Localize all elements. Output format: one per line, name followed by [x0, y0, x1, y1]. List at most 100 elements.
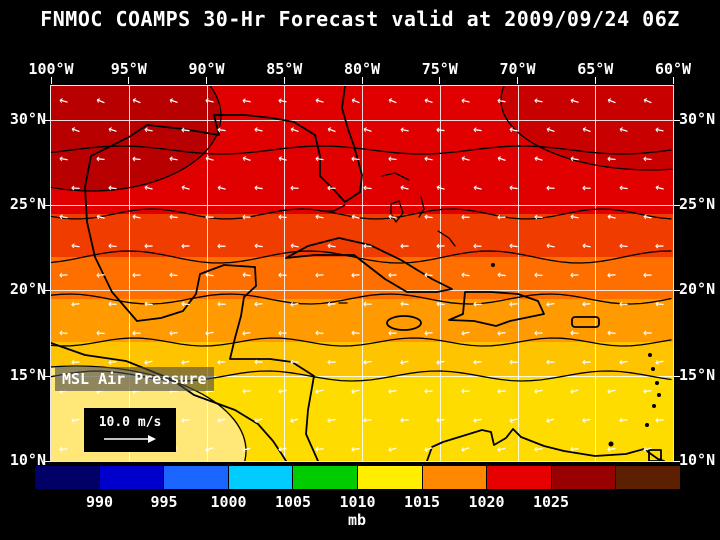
colorbar-tick-label: 990: [85, 493, 114, 511]
wind-scale-arrow-icon: [104, 435, 156, 443]
wind-arrow-icon: →: [167, 266, 179, 286]
wind-arrow-icon: →: [617, 353, 629, 373]
wind-arrow-icon: →: [532, 382, 545, 402]
gridline: [439, 86, 441, 461]
wind-arrow-icon: →: [580, 237, 593, 257]
field-label: MSL Air Pressure: [55, 367, 214, 391]
gridline: [595, 86, 597, 461]
lon-axis-tick: [361, 77, 363, 84]
wind-arrow-icon: →: [641, 382, 654, 402]
wind-arrow-icon: →: [165, 91, 181, 112]
wind-arrow-icon: →: [203, 266, 216, 286]
wind-arrow-icon: →: [362, 411, 373, 431]
wind-arrow-icon: →: [435, 411, 446, 431]
wind-arrow-icon: →: [128, 91, 144, 113]
coastline-bahamas: [381, 172, 410, 181]
lon-axis-tick: [206, 77, 207, 84]
wind-arrow-icon: →: [653, 121, 666, 141]
wind-arrow-icon: →: [178, 179, 192, 199]
wind-arrow-icon: →: [238, 150, 253, 170]
wind-arrow-icon: →: [276, 92, 289, 112]
wind-arrow-icon: →: [581, 295, 592, 315]
wind-arrow-icon: →: [618, 295, 628, 315]
wind-arrow-icon: →: [349, 382, 363, 402]
wind-arrow-icon: →: [94, 266, 106, 286]
wind-arrow-icon: →: [507, 237, 520, 257]
wind-arrow-icon: →: [421, 91, 436, 112]
wind-arrow-icon: →: [287, 411, 302, 431]
wind-arrow-icon: →: [653, 353, 666, 373]
wind-arrow-icon: →: [240, 324, 252, 344]
colorbar-tick-label: 1025: [532, 493, 570, 511]
lat-axis-tick: [674, 461, 680, 462]
wind-arrow-icon: →: [384, 91, 400, 113]
wind-arrow-icon: →: [543, 237, 557, 257]
wind-arrow-icon: →: [204, 208, 215, 228]
wind-arrow-icon: →: [312, 92, 326, 112]
wind-arrow-icon: →: [215, 411, 228, 431]
wind-arrow-icon: →: [531, 150, 545, 170]
wind-arrow-icon: →: [94, 150, 106, 170]
wind-arrow-icon: →: [69, 237, 82, 257]
wind-arrow-icon: →: [603, 91, 619, 112]
lat-axis-label: 30°N: [9, 110, 46, 128]
page-title: FNMOC COAMPS 30-Hr Forecast valid at 200…: [40, 7, 680, 31]
wind-arrow-icon: →: [251, 121, 265, 141]
wind-arrow-icon: →: [313, 150, 325, 170]
wind-arrow-icon: →: [387, 266, 397, 286]
wind-arrow-icon: →: [508, 353, 519, 373]
wind-arrow-icon: →: [423, 324, 435, 344]
wind-arrow-icon: →: [179, 411, 191, 431]
wind-arrow-icon: →: [422, 150, 435, 170]
wind-arrow-icon: →: [241, 209, 251, 227]
coastline-pacific: [51, 342, 287, 461]
wind-arrow-icon: →: [202, 440, 217, 460]
wind-arrow-icon: →: [253, 353, 263, 373]
wind-arrow-icon: →: [240, 382, 252, 402]
colorbar-tick-label: 1010: [339, 493, 376, 511]
coastline-eleuthera: [418, 196, 425, 218]
lon-axis-tick: [50, 77, 52, 84]
wind-arrow-icon: →: [654, 237, 665, 257]
wind-arrow-icon: →: [458, 150, 472, 170]
wind-arrow-icon: →: [104, 121, 119, 141]
coastlines-layer: [51, 86, 673, 461]
wind-arrow-icon: →: [131, 150, 142, 170]
wind-arrow-icon: →: [350, 324, 361, 344]
colorbar-segment: [293, 466, 358, 489]
coastline-hispaniola: [448, 291, 545, 327]
colorbar-segment: [487, 466, 552, 489]
wind-scale-label: 10.0 m/s: [98, 415, 162, 430]
wind-arrow-icon: →: [360, 121, 375, 141]
wind-arrow-icon: →: [568, 150, 581, 170]
wind-arrow-icon: →: [397, 179, 411, 199]
wind-arrow-icon: →: [361, 353, 374, 373]
wind-arrow-icon: →: [167, 208, 179, 228]
wind-arrow-icon: →: [167, 324, 179, 344]
wind-arrow-icon: →: [617, 411, 629, 431]
wind-arrow-icon: →: [277, 266, 288, 286]
wind-arrow-icon: →: [459, 324, 472, 344]
wind-arrow-icon: →: [277, 324, 288, 344]
wind-arrow-icon: →: [398, 295, 410, 315]
isobar-contour: [51, 293, 672, 305]
lat-axis-tick: [674, 290, 680, 291]
lat-axis-label: 30°N: [679, 110, 716, 128]
coastline-jamaica: [386, 315, 422, 331]
wind-arrow-icon: →: [542, 120, 558, 141]
wind-arrow-icon: →: [495, 92, 508, 112]
coastline-south-america: [426, 428, 665, 461]
wind-arrow-icon: →: [326, 179, 336, 199]
wind-arrow-icon: →: [533, 324, 543, 344]
wind-arrow-icon: →: [325, 411, 338, 431]
wind-arrow-icon: →: [216, 295, 227, 315]
wind-arrow-icon: →: [277, 208, 288, 228]
wind-arrow-icon: →: [423, 382, 434, 402]
wind-arrow-icon: →: [543, 411, 557, 431]
wind-arrow-icon: →: [639, 91, 655, 113]
wind-arrow-icon: →: [641, 440, 655, 460]
wind-arrow-icon: →: [605, 150, 617, 170]
wind-arrow-icon: →: [70, 179, 81, 199]
wind-arrow-icon: →: [239, 440, 253, 460]
